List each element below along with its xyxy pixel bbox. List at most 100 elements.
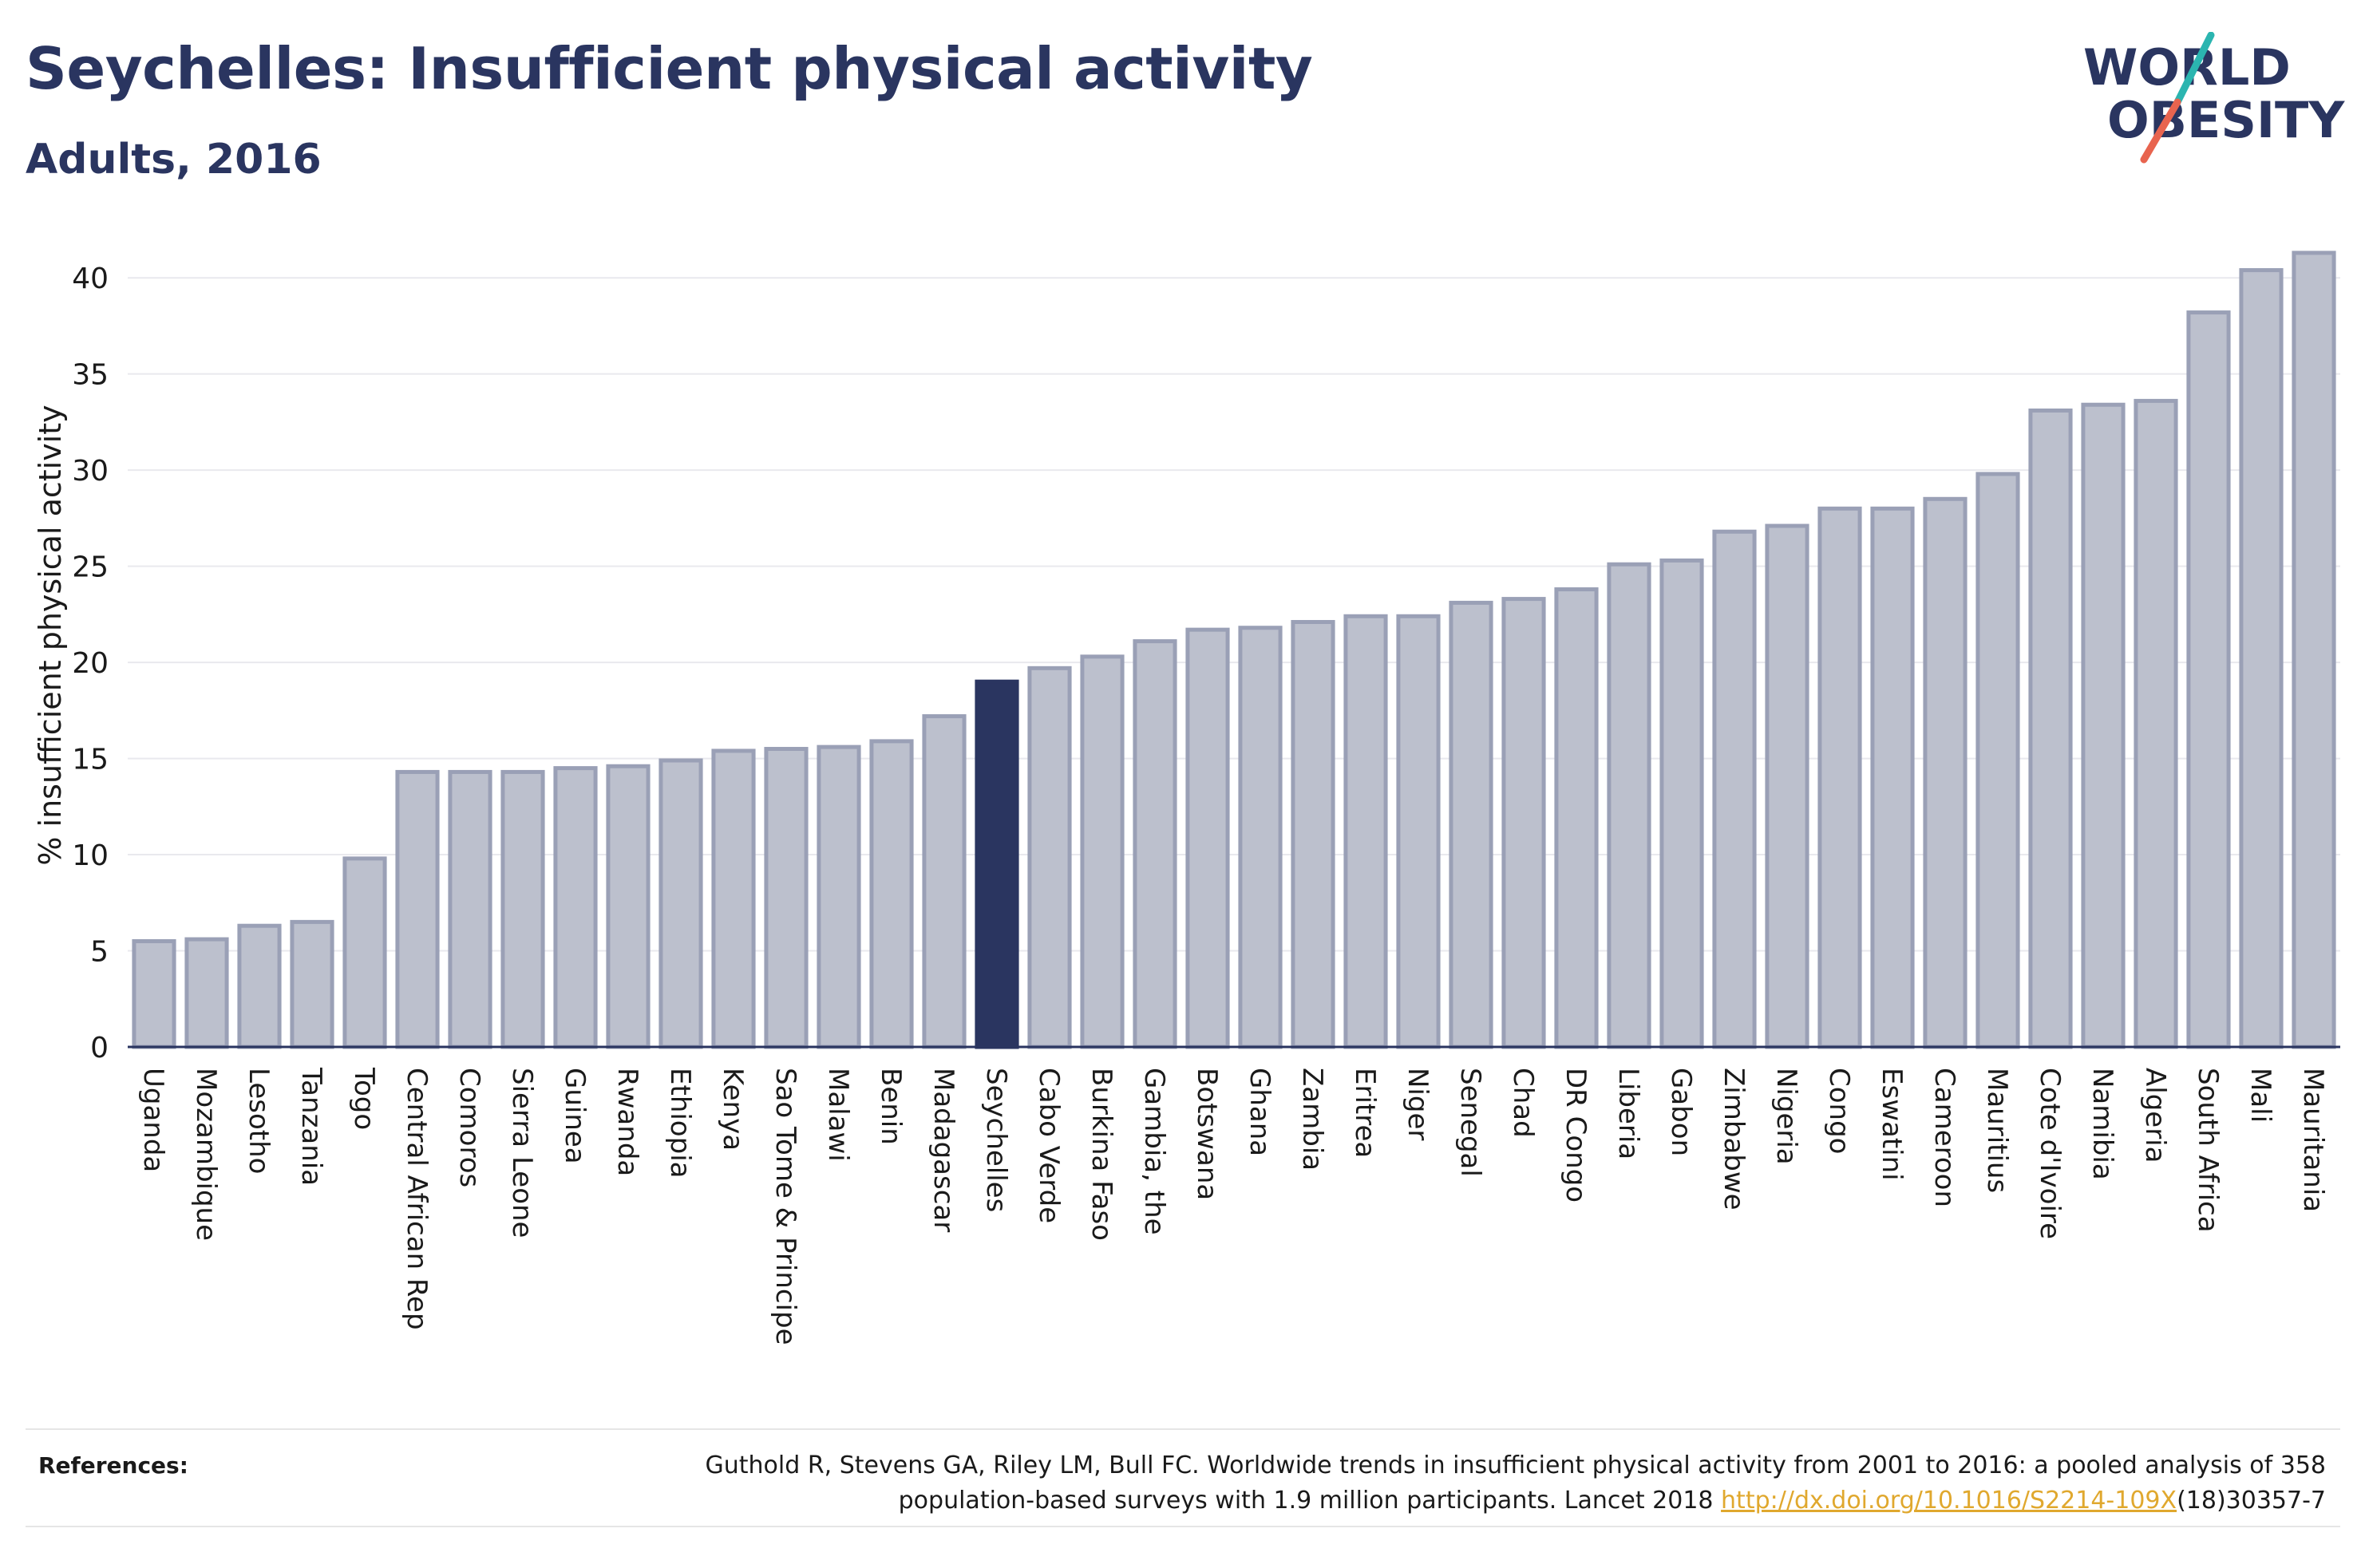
logo-line2: OBESITY bbox=[2107, 91, 2345, 149]
bar-mauritania bbox=[2292, 251, 2336, 1049]
bar-mauritius bbox=[1975, 472, 2020, 1049]
x-tick-label: Rwanda bbox=[611, 1068, 643, 1176]
bar-kenya bbox=[711, 748, 756, 1049]
bar-benin bbox=[869, 739, 914, 1049]
bar-niger bbox=[1396, 614, 1441, 1049]
bar-tanzania bbox=[290, 919, 334, 1049]
bar-south-africa bbox=[2186, 310, 2231, 1049]
references-doi-link[interactable]: http://dx.doi.org/10.1016/S2214-109X bbox=[1721, 1487, 2177, 1515]
bar-eswatini bbox=[1870, 506, 1915, 1049]
references-citation-suffix: (18)30357-7 bbox=[2177, 1487, 2326, 1515]
bar-zambia bbox=[1291, 619, 1335, 1049]
x-tick-label: Burkina Faso bbox=[1086, 1068, 1117, 1241]
world-obesity-logo: WORLD OBESITY bbox=[2083, 32, 2345, 164]
y-tick-label: 15 bbox=[72, 744, 109, 776]
footer-divider-top bbox=[26, 1428, 2340, 1430]
y-axis-ticks: 0 5 10 15 20 25 30 35 40 bbox=[72, 263, 109, 1064]
x-tick-label: Togo bbox=[348, 1067, 380, 1130]
logo-slash-coral bbox=[2140, 98, 2181, 164]
x-tick-label: Sao Tome & Principe bbox=[769, 1068, 801, 1345]
bar-liberia bbox=[1607, 562, 1651, 1049]
bar-eritrea bbox=[1343, 614, 1388, 1049]
references-citation: Guthold R, Stevens GA, Riley LM, Bull FC… bbox=[705, 1451, 2326, 1515]
x-tick-label: Comoros bbox=[453, 1068, 485, 1187]
x-tick-label: Madagascar bbox=[927, 1068, 959, 1232]
x-tick-label: Niger bbox=[1402, 1068, 1434, 1140]
bar-senegal bbox=[1449, 600, 1493, 1049]
x-tick-label: Nigeria bbox=[1770, 1068, 1802, 1165]
gridlines bbox=[128, 277, 2340, 952]
x-axis-ticks: Uganda Mozambique Lesotho Tanzania Togo Centr… bbox=[137, 1067, 2329, 1345]
bar-malawi bbox=[817, 745, 861, 1049]
bar-namibia bbox=[2081, 402, 2126, 1049]
y-tick-label: 20 bbox=[72, 647, 109, 680]
bar-burkina-faso bbox=[1080, 654, 1125, 1049]
chart-title: Seychelles: Insufficient physical activi… bbox=[26, 35, 1313, 102]
x-tick-label: Sierra Leone bbox=[506, 1068, 538, 1238]
x-tick-label: Eswatini bbox=[1876, 1068, 1908, 1181]
y-axis-label: % insufficient physical activity bbox=[33, 405, 68, 865]
x-tick-label: Seychelles bbox=[980, 1068, 1012, 1212]
x-tick-label: Central African Rep bbox=[401, 1068, 433, 1330]
x-tick-label: Malawi bbox=[822, 1068, 854, 1162]
x-tick-label: Tanzania bbox=[295, 1067, 327, 1186]
bar-cameroon bbox=[1923, 496, 1968, 1049]
x-tick-label: Botswana bbox=[1191, 1068, 1223, 1200]
bar-central-african-rep bbox=[395, 769, 440, 1049]
bar-lesotho bbox=[237, 923, 282, 1049]
bar-togo bbox=[342, 856, 387, 1049]
y-tick-label: 10 bbox=[72, 839, 109, 872]
y-tick-label: 0 bbox=[90, 1032, 109, 1064]
bar-congo bbox=[1817, 506, 1862, 1049]
bar-seychelles bbox=[975, 679, 1019, 1049]
bar-botswana bbox=[1185, 627, 1230, 1049]
x-tick-label: Namibia bbox=[2086, 1068, 2118, 1180]
x-tick-label: Guinea bbox=[559, 1068, 591, 1164]
bar-uganda bbox=[132, 938, 176, 1049]
bar-algeria bbox=[2134, 398, 2178, 1049]
x-tick-label: Mali bbox=[2244, 1068, 2276, 1123]
bar-ghana bbox=[1238, 626, 1283, 1049]
y-tick-label: 25 bbox=[72, 551, 109, 584]
references-label: References: bbox=[38, 1452, 188, 1479]
x-tick-label: Mauritius bbox=[1981, 1068, 2013, 1193]
bar-gabon bbox=[1659, 558, 1704, 1049]
bar-gambia-the bbox=[1133, 639, 1177, 1049]
x-tick-label: Gabon bbox=[1665, 1068, 1697, 1156]
x-tick-label: Zimbabwe bbox=[1718, 1068, 1750, 1211]
x-tick-label: Ethiopia bbox=[664, 1068, 696, 1178]
x-tick-label: Senegal bbox=[1454, 1068, 1486, 1177]
x-tick-label: South Africa bbox=[2192, 1068, 2224, 1233]
x-tick-label: Benin bbox=[875, 1068, 907, 1145]
y-tick-label: 5 bbox=[90, 936, 109, 969]
bar-cote-d-ivoire bbox=[2028, 408, 2073, 1049]
x-tick-label: Cote d'Ivoire bbox=[2034, 1068, 2066, 1239]
bar-cabo-verde bbox=[1027, 666, 1072, 1049]
chart-subtitle: Adults, 2016 bbox=[26, 136, 322, 184]
bar-madagascar bbox=[922, 714, 967, 1049]
y-tick-label: 30 bbox=[72, 455, 109, 488]
bar-rwanda bbox=[606, 764, 651, 1049]
footer-divider-bottom bbox=[26, 1526, 2340, 1527]
bar-comoros bbox=[448, 769, 492, 1049]
bars bbox=[132, 251, 2336, 1049]
x-tick-label: Mozambique bbox=[190, 1068, 222, 1241]
bar-mali bbox=[2239, 268, 2284, 1049]
x-tick-label: Cabo Verde bbox=[1033, 1068, 1065, 1223]
references-text: Guthold R, Stevens GA, Riley LM, Bull FC… bbox=[570, 1448, 2326, 1519]
x-tick-label: Kenya bbox=[717, 1068, 749, 1151]
x-tick-label: Gambia, the bbox=[1138, 1068, 1170, 1235]
logo-slash-teal bbox=[2173, 32, 2215, 106]
x-tick-label: DR Congo bbox=[1560, 1068, 1592, 1203]
x-tick-label: Uganda bbox=[137, 1068, 169, 1172]
x-tick-label: Eritrea bbox=[1349, 1068, 1381, 1158]
x-tick-label: Cameroon bbox=[1928, 1068, 1960, 1207]
bar-guinea bbox=[553, 766, 598, 1049]
x-tick-label: Zambia bbox=[1296, 1068, 1328, 1171]
x-tick-label: Ghana bbox=[1244, 1068, 1275, 1156]
x-tick-label: Chad bbox=[1507, 1068, 1539, 1138]
bar-nigeria bbox=[1765, 523, 1809, 1049]
y-tick-label: 40 bbox=[72, 263, 109, 295]
x-tick-label: Mauritania bbox=[2297, 1068, 2329, 1212]
x-tick-label: Lesotho bbox=[243, 1068, 275, 1174]
